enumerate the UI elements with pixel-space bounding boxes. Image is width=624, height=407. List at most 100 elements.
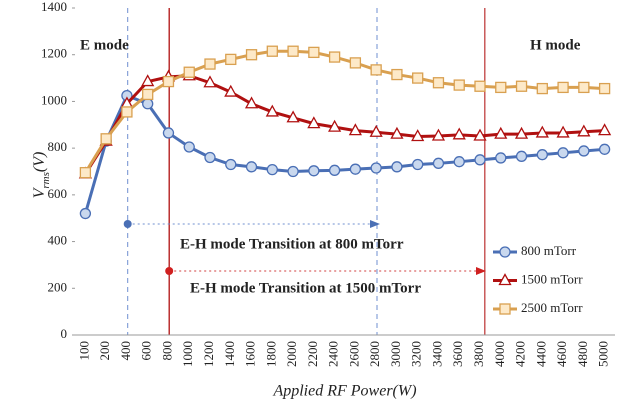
- legend-marker: [499, 246, 511, 258]
- point: [266, 163, 278, 176]
- y-tick-label: 0: [61, 326, 68, 341]
- point: [412, 72, 424, 84]
- annotation: E mode: [80, 37, 129, 53]
- point: [287, 45, 299, 57]
- x-tick-label: 1600: [243, 341, 258, 367]
- point: [245, 49, 258, 61]
- point: [452, 127, 466, 140]
- point: [453, 79, 465, 91]
- legend-marker: [498, 273, 512, 286]
- x-tick-label: 3200: [409, 341, 424, 367]
- x-tick-label: 2200: [305, 341, 320, 367]
- point: [307, 116, 321, 129]
- y-tick-label: 200: [48, 279, 68, 294]
- x-tick-label: 100: [76, 341, 91, 361]
- point: [203, 75, 217, 88]
- y-tick-label: 1400: [41, 0, 67, 14]
- y-axis-label: Vrms(V): [31, 152, 52, 199]
- point: [162, 127, 175, 139]
- point: [183, 141, 195, 153]
- legend-label: 800 mTorr: [521, 243, 577, 258]
- x-tick-label: 3400: [429, 341, 444, 367]
- point: [244, 96, 259, 109]
- point: [370, 162, 382, 174]
- point: [536, 82, 548, 95]
- point: [391, 68, 403, 81]
- annotation: H mode: [530, 37, 581, 53]
- point: [121, 106, 133, 118]
- y-tick-label: 400: [48, 233, 68, 248]
- point: [556, 125, 570, 138]
- point: [536, 149, 548, 161]
- point: [598, 123, 612, 136]
- point: [391, 161, 403, 173]
- point: [348, 123, 362, 136]
- point: [514, 126, 529, 139]
- point: [287, 165, 299, 178]
- point: [557, 147, 569, 159]
- y-tick-label: 1200: [41, 46, 67, 61]
- annotation: E-H mode Transition at 1500 mTorr: [190, 280, 421, 296]
- y-tick-label: 800: [48, 139, 68, 154]
- point: [432, 157, 445, 169]
- point: [411, 129, 425, 142]
- point: [431, 128, 446, 141]
- arrow-start: [123, 220, 132, 228]
- arrow-head: [370, 220, 380, 228]
- x-axis-label: Applied RF Power(W): [272, 383, 416, 400]
- point: [369, 124, 383, 137]
- point: [328, 119, 342, 132]
- x-tick-label: 2400: [326, 341, 341, 367]
- x-tick-label: 1400: [222, 341, 237, 367]
- point: [578, 81, 590, 94]
- arrow-start: [165, 267, 174, 275]
- point: [474, 154, 486, 166]
- x-tick-label: 400: [118, 341, 133, 361]
- legend-label: 2500 mTorr: [521, 300, 583, 315]
- point: [225, 53, 237, 66]
- x-tick-label: 4200: [513, 341, 528, 367]
- point: [204, 58, 216, 70]
- legend-marker: [499, 303, 511, 315]
- point: [79, 167, 92, 179]
- x-tick-label: 2600: [346, 341, 361, 367]
- x-tick-label: 1200: [201, 341, 216, 367]
- point: [370, 64, 382, 76]
- point: [183, 66, 195, 78]
- point: [598, 82, 611, 95]
- point: [535, 125, 549, 138]
- point: [266, 45, 278, 57]
- x-tick-label: 3800: [471, 341, 486, 367]
- x-tick-label: 3000: [388, 341, 403, 367]
- point: [578, 145, 590, 157]
- x-tick-label: 1000: [180, 341, 195, 367]
- x-tick-label: 200: [97, 341, 112, 361]
- point: [473, 128, 487, 141]
- point: [349, 57, 362, 69]
- point: [100, 133, 112, 145]
- point: [474, 80, 486, 92]
- point: [557, 81, 569, 94]
- x-tick-label: 4400: [533, 341, 548, 367]
- point: [141, 74, 155, 87]
- point: [390, 126, 404, 139]
- annotation: E-H mode Transition at 800 mTorr: [180, 236, 404, 252]
- point: [495, 81, 507, 94]
- point: [245, 161, 258, 173]
- point: [495, 152, 507, 164]
- point: [598, 143, 611, 155]
- point: [453, 156, 465, 168]
- point: [515, 150, 528, 162]
- point: [308, 46, 320, 59]
- point: [142, 98, 154, 110]
- x-tick-label: 5000: [596, 341, 611, 367]
- x-tick-label: 600: [139, 341, 154, 361]
- point: [515, 80, 528, 92]
- point: [349, 163, 362, 175]
- point: [225, 158, 237, 171]
- point: [204, 151, 216, 164]
- point: [224, 84, 238, 97]
- x-tick-label: 4600: [554, 341, 569, 367]
- x-tick-label: 4000: [492, 341, 507, 367]
